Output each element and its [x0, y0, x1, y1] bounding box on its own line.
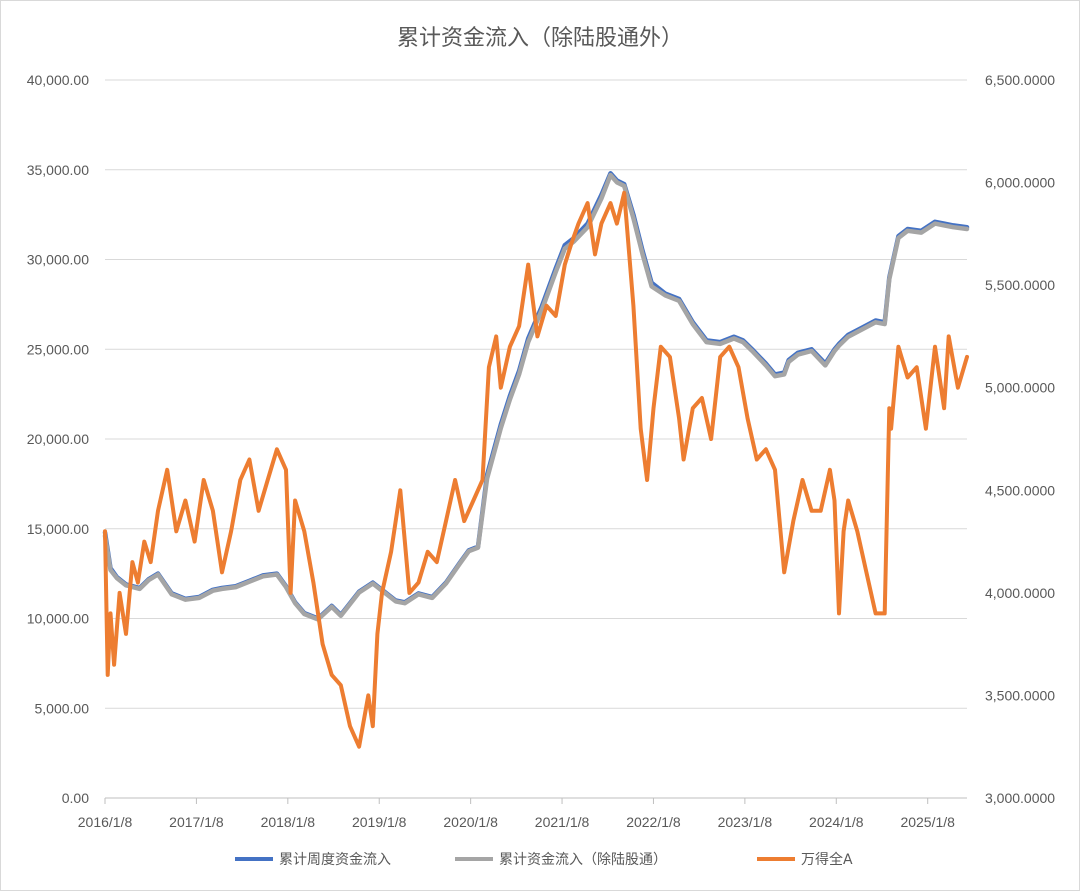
y-right-tick-label: 3,000.0000: [985, 790, 1055, 806]
series-line: [102, 172, 970, 622]
legend-label: 累计周度资金流入: [279, 852, 391, 868]
legend: 累计周度资金流入 累计资金流入（除陆股通） 万得全A: [235, 851, 853, 868]
y-right-tick-label: 3,500.0000: [985, 687, 1055, 703]
legend-label: 万得全A: [801, 851, 853, 868]
gridlines: [105, 79, 967, 709]
y-right-tick-label: 4,000.0000: [985, 585, 1055, 601]
chart-title: 累计资金流入（除陆股通外）: [397, 26, 683, 51]
x-tick-label: 2018/1/8: [261, 814, 316, 830]
y-right-tick-label: 5,500.0000: [985, 277, 1055, 293]
y-left-tick-label: 15,000.00: [27, 521, 89, 537]
y-right-tick-label: 4,500.0000: [985, 482, 1055, 498]
y-right-tick-label: 5,000.0000: [985, 380, 1055, 396]
series-lines: [102, 171, 970, 749]
x-tick-label: 2025/1/8: [900, 814, 955, 830]
y-left-tick-label: 0.00: [62, 790, 89, 806]
y-right-tick-label: 6,500.0000: [985, 72, 1055, 88]
y-left-tick-label: 35,000.00: [27, 162, 89, 178]
x-tick-label: 2022/1/8: [626, 814, 681, 830]
x-tick-label: 2020/1/8: [443, 814, 498, 830]
y-left-tick-label: 10,000.00: [27, 611, 89, 627]
x-tick-label: 2019/1/8: [352, 814, 407, 830]
x-tick-label: 2017/1/8: [169, 814, 224, 830]
y-left-tick-label: 30,000.00: [27, 252, 89, 268]
y-left-tick-label: 25,000.00: [27, 341, 89, 357]
x-tick-label: 2016/1/8: [78, 814, 133, 830]
series-line: [103, 190, 969, 749]
y-left-tick-label: 20,000.00: [27, 431, 89, 447]
x-tick-label: 2024/1/8: [809, 814, 864, 830]
axes: 0.00 5,000.00 10,000.00 15,000.00 20,000.00 2…: [27, 72, 1056, 830]
x-tick-label: 2021/1/8: [535, 814, 590, 830]
x-tick-label: 2023/1/8: [718, 814, 773, 830]
legend-label: 累计资金流入（除陆股通）: [499, 852, 667, 868]
y-left-tick-label: 40,000.00: [27, 72, 89, 88]
y-left-tick-label: 5,000.00: [35, 700, 90, 716]
y-right-tick-label: 6,000.0000: [985, 175, 1055, 191]
